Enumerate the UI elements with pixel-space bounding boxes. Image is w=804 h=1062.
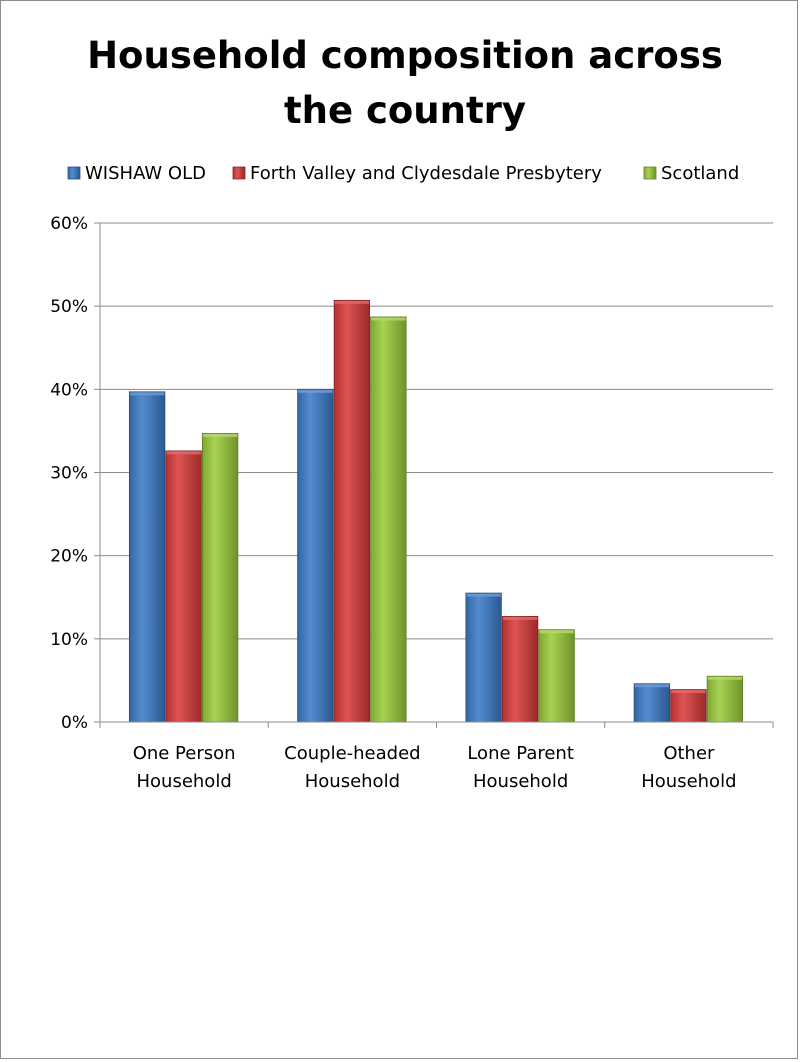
- bar-highlight: [166, 451, 201, 455]
- bar-scotland-1: [201, 433, 239, 723]
- legend-label-3: Scotland: [661, 163, 739, 184]
- bar-highlight: [502, 616, 538, 620]
- category-label: One Person: [133, 743, 236, 764]
- bar-wishaw-old-4: [633, 683, 671, 723]
- category-label: Couple-headed: [284, 743, 420, 764]
- bar-wishaw-old-1: [128, 391, 166, 723]
- bar-highlight: [466, 593, 501, 597]
- legend-label-1: WISHAW OLD: [85, 163, 206, 184]
- bar-highlight: [671, 690, 706, 694]
- bar-highlight: [202, 433, 238, 437]
- chart-title-line-1: Household composition across: [87, 34, 723, 77]
- bar-highlight: [334, 300, 370, 304]
- bar-highlight: [707, 676, 743, 680]
- bar-scotland-2: [370, 316, 407, 723]
- y-tick-label: 30%: [50, 464, 88, 484]
- y-tick-label: 50%: [50, 297, 88, 317]
- bar-highlight: [539, 630, 574, 634]
- chart-title: Household composition across the country: [87, 34, 723, 132]
- y-tick-label: 20%: [50, 547, 88, 567]
- bar-forth-valley-and-clydesdale-presbytery-2: [333, 299, 371, 723]
- chart-title-line-2: the country: [284, 89, 526, 132]
- category-label: Other: [663, 743, 715, 764]
- bar-highlight: [129, 392, 165, 396]
- x-axis-labels: One Person Household Couple-headed Househol…: [133, 743, 737, 792]
- bar-highlight: [371, 317, 406, 321]
- y-tick-label: 60%: [50, 214, 88, 234]
- legend-swatch-1: [67, 166, 81, 180]
- bar-forth-valley-and-clydesdale-presbytery-3: [501, 615, 539, 723]
- bar-scotland-3: [538, 629, 575, 723]
- bar-highlight: [298, 389, 333, 393]
- axes: [99, 223, 774, 728]
- legend-label-2: Forth Valley and Clydesdale Presbytery: [250, 163, 602, 184]
- bar-forth-valley-and-clydesdale-presbytery-1: [165, 450, 202, 723]
- category-label: Household: [305, 771, 400, 792]
- bar-highlight: [634, 684, 670, 688]
- bar-wishaw-old-3: [465, 592, 502, 723]
- y-tick-label: 40%: [50, 380, 88, 400]
- bars: [128, 299, 744, 723]
- bar-wishaw-old-2: [297, 388, 334, 723]
- category-label: Lone Parent: [467, 743, 574, 764]
- category-label: Household: [641, 771, 736, 792]
- y-tick-label: 10%: [50, 630, 88, 650]
- legend-swatch-3: [643, 166, 657, 180]
- category-label: Household: [136, 771, 231, 792]
- bar-forth-valley-and-clydesdale-presbytery-4: [670, 689, 707, 723]
- legend-swatch-2: [232, 166, 246, 180]
- y-axis-ticks: 0% 10% 20% 30% 40% 50% 60%: [50, 214, 88, 733]
- y-tick-label: 0%: [61, 713, 88, 733]
- bar-scotland-4: [706, 675, 744, 723]
- legend: WISHAW OLD Forth Valley and Clydesdale Pr…: [67, 163, 739, 184]
- category-label: Household: [473, 771, 568, 792]
